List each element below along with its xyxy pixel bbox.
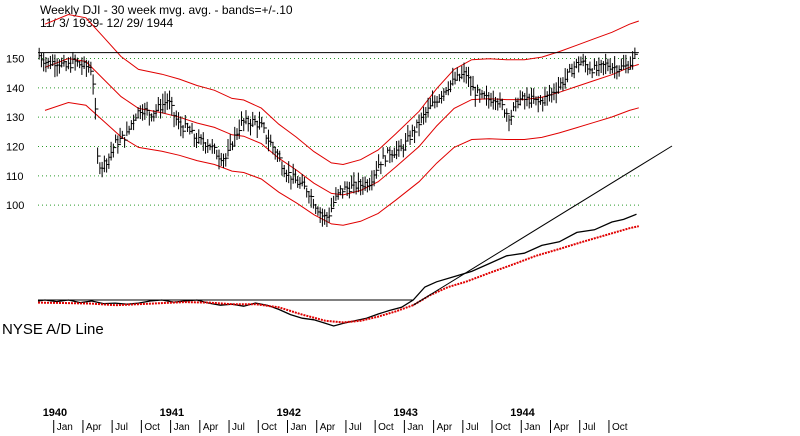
year-label: 1942	[276, 407, 300, 419]
y-tick-label: 100	[6, 200, 24, 212]
ad-moving-average	[37, 225, 640, 324]
month-label: Oct	[261, 422, 277, 433]
month-label: Jul	[232, 422, 245, 433]
month-label: Jul	[349, 422, 362, 433]
y-tick-label: 110	[6, 171, 24, 183]
year-label: 1940	[43, 407, 67, 419]
upper-band-line	[44, 13, 639, 166]
month-label: Apr	[553, 422, 569, 433]
ad-line-series	[37, 213, 637, 327]
month-label: Oct	[144, 422, 160, 433]
y-tick-label: 120	[6, 142, 24, 154]
year-label: 1941	[160, 407, 184, 419]
month-label: Oct	[612, 422, 628, 433]
month-label: Apr	[86, 422, 102, 433]
month-label: Apr	[437, 422, 453, 433]
month-label: Jan	[57, 422, 73, 433]
ad-uptrend-line	[412, 145, 673, 306]
price-bars	[38, 47, 638, 227]
lower-band-line	[44, 101, 639, 226]
month-label: Jan	[407, 422, 423, 433]
month-label: Jan	[290, 422, 306, 433]
month-label: Jul	[466, 422, 479, 433]
month-label: Apr	[320, 422, 336, 433]
y-tick-label: 130	[6, 112, 24, 124]
month-label: Oct	[378, 422, 394, 433]
grid-lines	[38, 58, 640, 206]
month-label: Apr	[203, 422, 219, 433]
month-label: Jul	[583, 422, 596, 433]
chart-title: Weekly DJI - 30 week mvg. avg. - bands=+…	[40, 3, 293, 17]
y-tick-label: 140	[6, 83, 24, 95]
indicator-label: NYSE A/D Line	[2, 321, 104, 338]
y-tick-label: 150	[6, 54, 24, 66]
month-label: Jan	[524, 422, 540, 433]
year-label: 1944	[510, 407, 535, 419]
y-axis-ticks: 150 140 130 120 110 100	[6, 54, 24, 213]
month-label: Jul	[115, 422, 128, 433]
ad-line	[37, 145, 673, 327]
month-label: Jan	[174, 422, 190, 433]
month-label: Oct	[495, 422, 511, 433]
year-label: 1943	[393, 407, 417, 419]
chart-subtitle: 11/ 3/ 1939- 12/ 29/ 1944	[40, 16, 174, 30]
